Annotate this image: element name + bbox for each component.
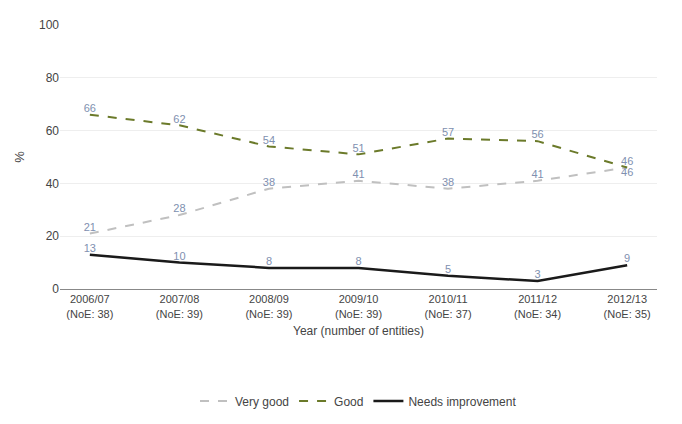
- svg-text:57: 57: [442, 126, 454, 138]
- svg-text:20: 20: [46, 229, 60, 243]
- svg-text:41: 41: [352, 168, 364, 180]
- svg-text:2008/09(NoE: 39): 2008/09(NoE: 39): [245, 293, 292, 319]
- svg-text:0: 0: [52, 282, 59, 296]
- svg-text:9: 9: [624, 252, 630, 264]
- svg-text:8: 8: [355, 255, 361, 267]
- svg-text:51: 51: [352, 142, 364, 154]
- svg-text:2010/11(NoE: 37): 2010/11(NoE: 37): [425, 293, 472, 319]
- svg-text:80: 80: [46, 71, 60, 85]
- svg-text:2006/07(NoE: 38): 2006/07(NoE: 38): [66, 293, 113, 319]
- svg-text:Needs improvement: Needs improvement: [408, 395, 516, 409]
- svg-text:56: 56: [531, 128, 543, 140]
- svg-text:100: 100: [39, 18, 59, 32]
- svg-text:3: 3: [535, 268, 541, 280]
- svg-text:40: 40: [46, 177, 60, 191]
- svg-text:Good: Good: [334, 395, 363, 409]
- svg-text:46: 46: [621, 155, 633, 167]
- svg-text:41: 41: [531, 168, 543, 180]
- svg-text:2009/10(NoE: 39): 2009/10(NoE: 39): [335, 293, 382, 319]
- svg-text:60: 60: [46, 124, 60, 138]
- svg-text:2007/08(NoE: 39): 2007/08(NoE: 39): [156, 293, 203, 319]
- svg-text:%: %: [12, 151, 27, 163]
- svg-text:46: 46: [621, 166, 633, 178]
- svg-text:Very good: Very good: [235, 395, 289, 409]
- svg-text:21: 21: [84, 221, 96, 233]
- svg-text:54: 54: [263, 134, 275, 146]
- svg-text:2011/12(NoE: 34): 2011/12(NoE: 34): [514, 293, 561, 319]
- svg-text:Year (number of entities): Year (number of entities): [293, 324, 424, 338]
- svg-text:13: 13: [84, 242, 96, 254]
- svg-text:5: 5: [445, 263, 451, 275]
- svg-text:8: 8: [266, 255, 272, 267]
- svg-text:62: 62: [173, 113, 185, 125]
- svg-text:28: 28: [173, 202, 185, 214]
- svg-text:66: 66: [84, 102, 96, 114]
- svg-text:10: 10: [173, 250, 185, 262]
- svg-text:38: 38: [442, 176, 454, 188]
- svg-text:2012/13(NoE: 35): 2012/13(NoE: 35): [604, 293, 651, 319]
- svg-text:38: 38: [263, 176, 275, 188]
